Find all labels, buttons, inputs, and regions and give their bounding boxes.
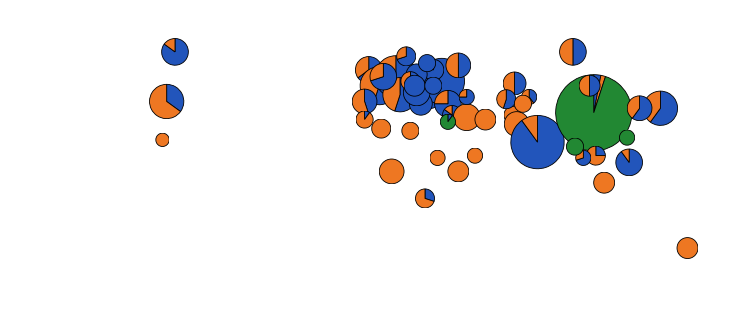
Wedge shape [434, 90, 461, 117]
Wedge shape [423, 60, 444, 80]
Wedge shape [375, 56, 417, 98]
Wedge shape [166, 84, 184, 112]
Wedge shape [374, 67, 398, 105]
Wedge shape [416, 189, 434, 208]
Wedge shape [632, 96, 652, 121]
Wedge shape [419, 55, 436, 72]
Wedge shape [579, 75, 590, 96]
Wedge shape [356, 111, 374, 128]
Wedge shape [560, 39, 573, 65]
Wedge shape [503, 90, 516, 109]
Wedge shape [503, 72, 515, 95]
Wedge shape [453, 104, 480, 130]
Wedge shape [576, 150, 591, 165]
Wedge shape [402, 122, 419, 139]
Wedge shape [379, 56, 396, 77]
Wedge shape [530, 89, 537, 103]
Wedge shape [511, 115, 564, 169]
Wedge shape [594, 75, 601, 113]
Wedge shape [370, 63, 397, 90]
Wedge shape [504, 107, 521, 124]
Wedge shape [424, 77, 442, 94]
Wedge shape [621, 149, 629, 163]
Wedge shape [406, 64, 427, 85]
Wedge shape [556, 75, 632, 151]
Wedge shape [620, 130, 634, 145]
Wedge shape [419, 58, 464, 104]
Wedge shape [356, 57, 369, 78]
Wedge shape [164, 39, 175, 52]
Wedge shape [401, 72, 410, 89]
Wedge shape [594, 172, 615, 193]
Wedge shape [576, 150, 584, 160]
Wedge shape [504, 112, 529, 136]
Wedge shape [404, 79, 430, 106]
Wedge shape [410, 92, 432, 115]
Wedge shape [162, 39, 188, 65]
Wedge shape [442, 106, 461, 125]
Wedge shape [514, 95, 532, 112]
Wedge shape [445, 106, 452, 115]
Wedge shape [566, 138, 584, 155]
Wedge shape [156, 133, 170, 146]
Wedge shape [434, 90, 448, 104]
Wedge shape [596, 146, 605, 156]
Wedge shape [360, 67, 380, 104]
Wedge shape [573, 39, 586, 65]
Wedge shape [522, 115, 538, 142]
Wedge shape [352, 89, 368, 114]
Wedge shape [380, 159, 404, 184]
Wedge shape [677, 238, 698, 259]
Wedge shape [586, 146, 605, 165]
Wedge shape [364, 111, 370, 120]
Wedge shape [430, 150, 445, 165]
Wedge shape [514, 72, 526, 95]
Wedge shape [382, 77, 400, 111]
Wedge shape [496, 90, 506, 108]
Wedge shape [446, 53, 458, 78]
Wedge shape [398, 47, 416, 66]
Wedge shape [404, 75, 425, 96]
Wedge shape [424, 60, 433, 70]
Wedge shape [397, 47, 406, 59]
Wedge shape [372, 119, 391, 138]
Wedge shape [370, 63, 383, 81]
Wedge shape [448, 114, 452, 122]
Wedge shape [458, 53, 471, 78]
Wedge shape [425, 189, 434, 201]
Wedge shape [394, 77, 417, 112]
Wedge shape [459, 89, 466, 97]
Wedge shape [405, 72, 420, 91]
Wedge shape [149, 84, 181, 119]
Wedge shape [650, 91, 677, 125]
Wedge shape [590, 75, 600, 96]
Wedge shape [440, 114, 455, 129]
Wedge shape [644, 91, 661, 122]
Wedge shape [358, 57, 382, 83]
Wedge shape [616, 149, 643, 176]
Wedge shape [594, 75, 605, 113]
Wedge shape [521, 89, 534, 105]
Wedge shape [475, 109, 496, 130]
Wedge shape [364, 89, 377, 113]
Wedge shape [627, 96, 640, 118]
Wedge shape [406, 67, 448, 109]
Wedge shape [459, 89, 474, 105]
Wedge shape [467, 148, 482, 163]
Wedge shape [448, 161, 469, 182]
